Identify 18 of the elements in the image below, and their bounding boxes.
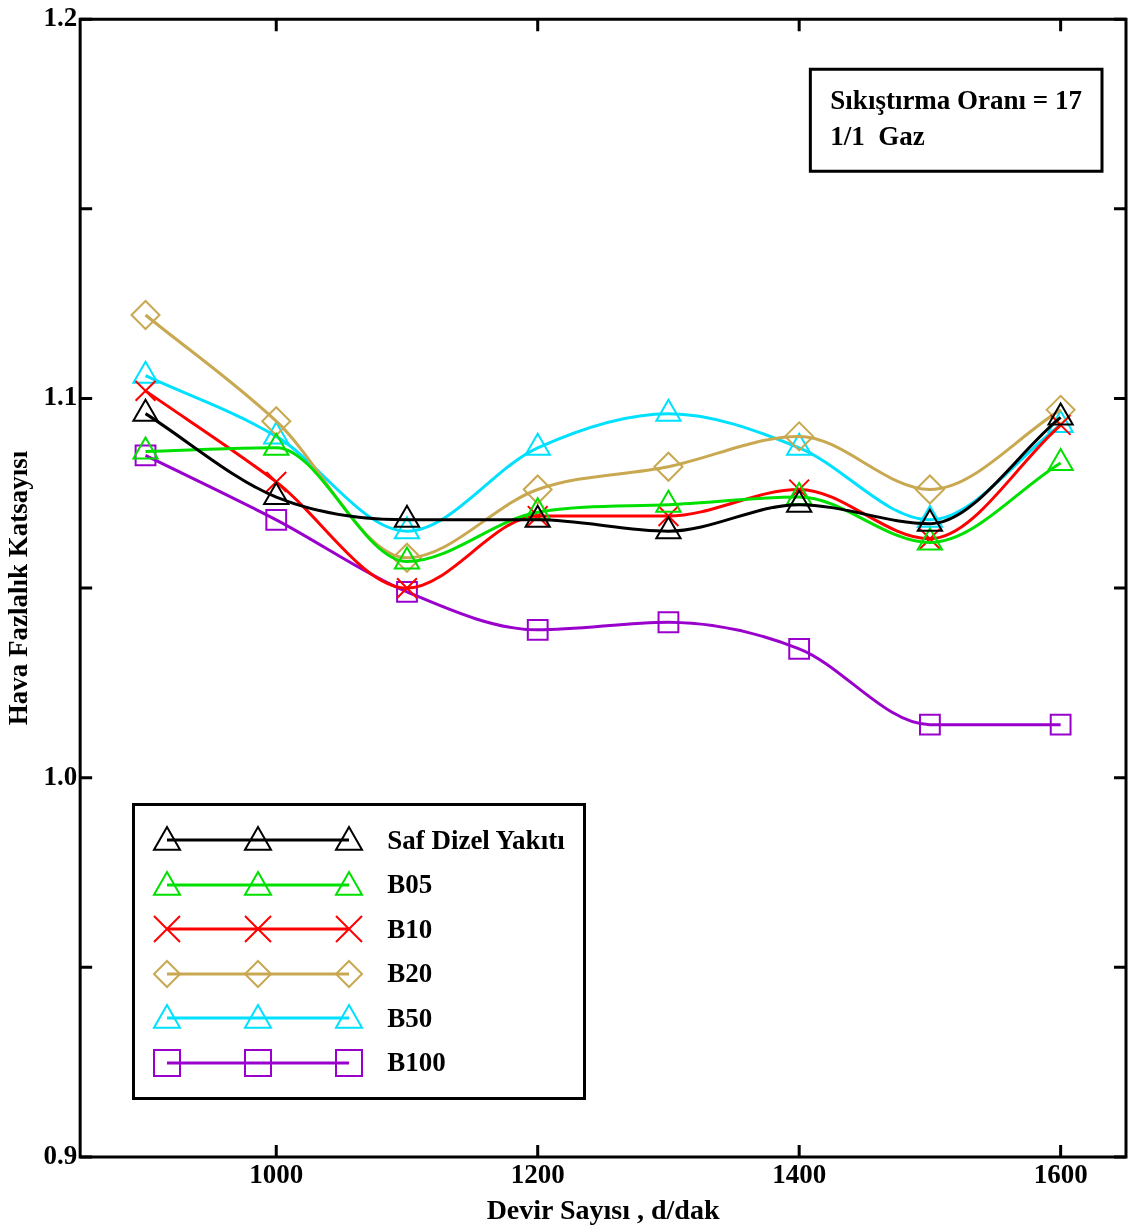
annotation: 1/1 Gaz	[830, 121, 925, 152]
y-tick-label: 1.0	[43, 760, 78, 791]
legend-label: B20	[387, 958, 433, 990]
legend-label: B100	[387, 1047, 446, 1079]
y-tick-label: 1.1	[43, 381, 78, 412]
y-tick-label: 1.2	[43, 2, 78, 33]
legend-label: Saf Dizel Yakıtı	[387, 824, 565, 856]
legend-label: B50	[387, 1002, 433, 1034]
y-axis-title: Hava Fazlalık Katsayısı	[3, 450, 34, 726]
x-tick-label: 1000	[249, 1159, 304, 1190]
annotation: Sıkıştırma Oranı = 17	[830, 85, 1083, 116]
legend-label: B10	[387, 913, 433, 945]
x-tick-label: 1400	[772, 1159, 827, 1190]
x-axis-title: Devir Sayısı , d/dak	[486, 1194, 720, 1226]
legend-label: B05	[387, 869, 433, 901]
x-tick-label: 1200	[510, 1159, 565, 1190]
x-tick-label: 1600	[1033, 1159, 1088, 1190]
y-tick-label: 0.9	[43, 1139, 78, 1170]
